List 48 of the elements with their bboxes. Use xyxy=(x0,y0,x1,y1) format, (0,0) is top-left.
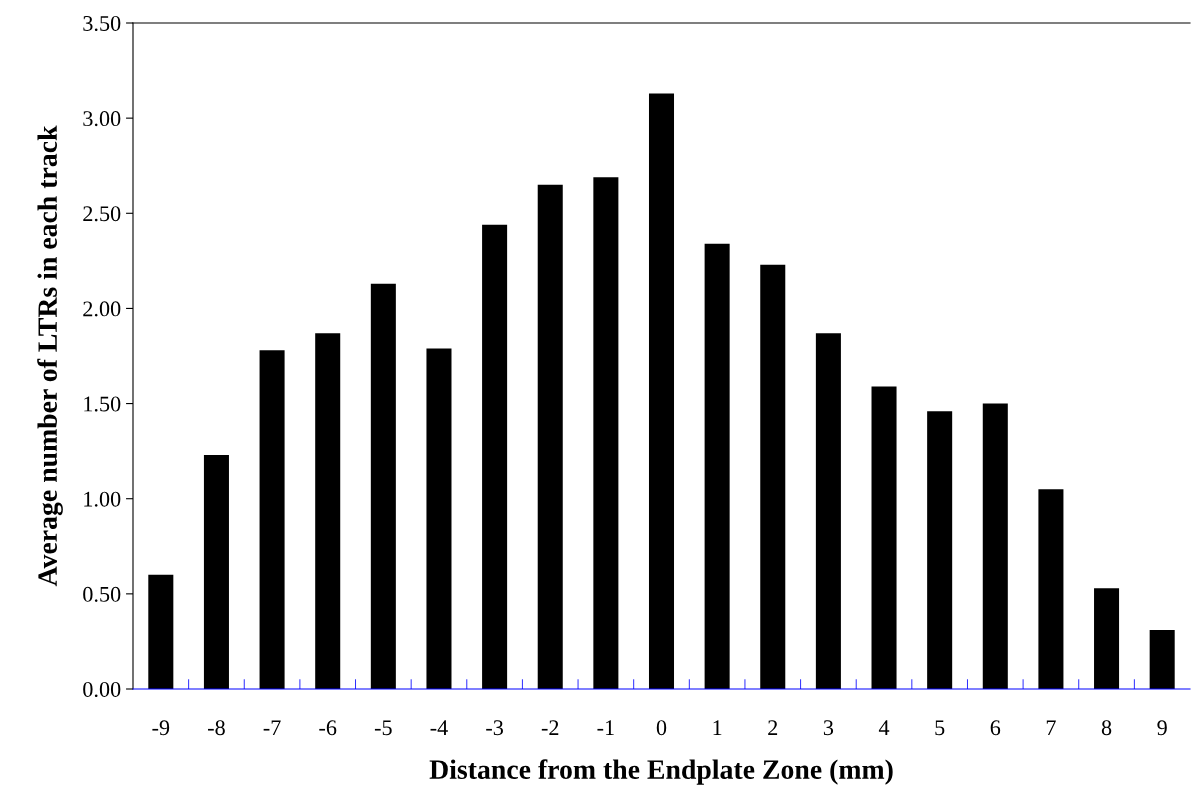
bar xyxy=(1094,588,1120,689)
x-tick-label: -8 xyxy=(208,720,225,736)
x-tick-label: 8 xyxy=(1101,720,1112,736)
x-tick-label: -7 xyxy=(263,720,281,735)
bar xyxy=(704,243,730,689)
bar xyxy=(259,350,285,689)
bar xyxy=(148,574,174,689)
x-tick-label: 5 xyxy=(935,720,945,736)
y-tick-label: 3.50 xyxy=(83,15,121,32)
bar xyxy=(593,177,619,689)
x-tick-label: 2 xyxy=(768,720,778,735)
x-tick-label: 0 xyxy=(656,720,667,736)
y-tick-label: 3.00 xyxy=(83,111,121,127)
bar xyxy=(1038,489,1064,689)
x-tick-label: -2 xyxy=(541,720,559,735)
bar xyxy=(315,333,341,689)
x-axis-title: Distance from the Endplate Zone (mm) xyxy=(429,759,893,785)
bar xyxy=(482,224,508,689)
bar xyxy=(648,93,675,689)
x-tick-label: 3 xyxy=(823,720,834,736)
bar xyxy=(426,348,452,689)
y-tick-label: 2.50 xyxy=(83,206,121,222)
y-tick-label: 0.50 xyxy=(83,586,121,602)
y-tick-label: 1.00 xyxy=(84,491,121,507)
x-tick-label: -4 xyxy=(430,720,448,735)
x-tick-label: 6 xyxy=(990,720,1001,736)
x-tick-label: 7 xyxy=(1046,720,1056,735)
y-tick-label: 1.50 xyxy=(84,396,121,412)
bar xyxy=(871,386,897,689)
x-tick-label: 1 xyxy=(713,720,722,735)
bar xyxy=(537,184,563,689)
y-axis-title: Average number of LTRs in each track xyxy=(37,125,63,587)
x-tick-label: -5 xyxy=(374,720,392,736)
y-tick-label: 2.00 xyxy=(83,301,121,317)
bar xyxy=(760,264,786,689)
bar xyxy=(982,403,1008,689)
x-tick-label: -1 xyxy=(597,720,614,735)
bar xyxy=(927,411,953,689)
x-tick-label: 9 xyxy=(1157,720,1167,736)
bar xyxy=(815,333,841,689)
x-tick-label: -3 xyxy=(486,720,503,736)
bar xyxy=(203,454,229,689)
x-tick-label: -6 xyxy=(319,720,337,736)
x-tick-label: -9 xyxy=(152,720,170,736)
y-tick-label: 0.00 xyxy=(83,681,121,698)
bar xyxy=(1149,630,1175,689)
x-tick-label: 4 xyxy=(878,720,890,735)
bar xyxy=(370,283,396,689)
